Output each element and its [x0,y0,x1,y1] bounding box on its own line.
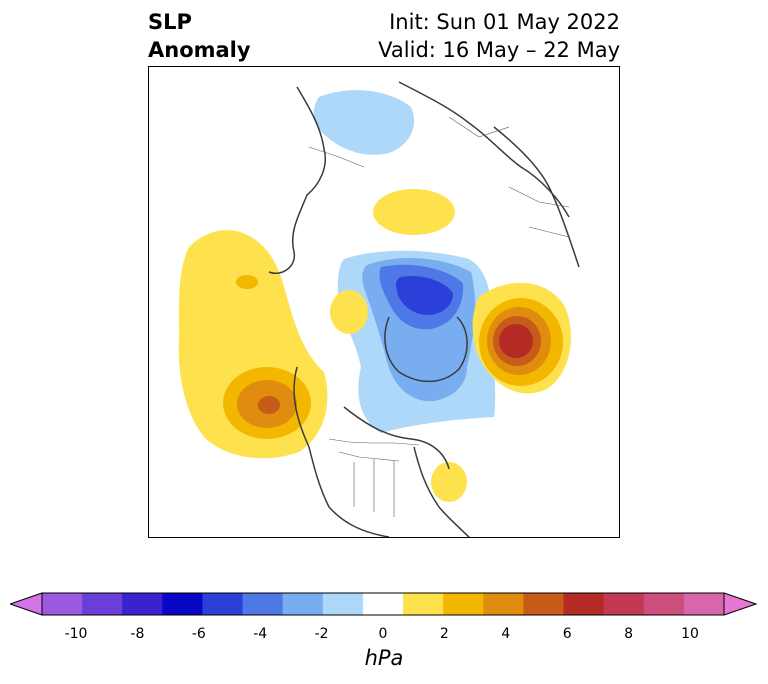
valid-range: Valid: 16 May – 22 May [378,38,620,62]
colorbar-extend-high [723,592,758,616]
colorbar-tick-label: -8 [130,626,145,642]
map-title: SLP Anomaly [148,8,251,64]
colorbar-tick-label: 8 [624,626,634,642]
colorbar-cell [403,593,444,615]
colorbar-cell [82,593,123,615]
colorbar-tick-label: 0 [378,626,388,642]
colorbar-tick-label: 4 [501,626,511,642]
map-canvas [178,81,580,537]
colorbar-cell [362,593,404,615]
colorbar-cell [202,593,244,615]
colorbar-border [41,592,725,616]
colorbar-tick-label: 6 [562,626,572,642]
colorbar-cell [563,593,605,615]
colorbar-tick-label: 10 [681,626,699,642]
colorbar-tick-label: 2 [439,626,449,642]
title-variable: SLP [148,10,192,34]
anomaly-pacific-small [236,275,258,289]
colorbar-cell [122,593,163,615]
anomaly-greenland-pos-5 [499,324,533,358]
coastlines [268,81,580,537]
anomaly-map [148,66,620,538]
colorbar-tick-label: -6 [191,626,206,642]
colorbar [10,592,758,616]
colorbar-tick-label: -4 [253,626,268,642]
colorbar-cell [162,593,203,615]
date-info: Init: Sun 01 May 2022 Valid: 16 May – 22… [378,8,620,64]
colorbar-cell [282,593,324,615]
colorbar-cell [523,593,565,615]
anomaly-arctic-neg-4 [396,275,453,315]
title-subtitle: Anomaly [148,38,251,62]
init-date: Init: Sun 01 May 2022 [389,10,620,34]
colorbar-cell [643,593,685,615]
country-borders [308,116,570,517]
colorbar-cell [603,593,645,615]
colorbar-tick-label: -10 [64,626,88,642]
anomaly-atlantic-pos [431,462,467,502]
colorbar-cell [322,593,364,615]
colorbar-cell [483,593,524,615]
colorbar-cell [683,593,725,615]
colorbar-cell [242,593,284,615]
anomaly-siberia-neg [313,90,415,155]
colorbar-extend-low [10,592,43,616]
colorbar-tick-label: -2 [314,626,329,642]
colorbar-units: hPa [364,646,404,670]
anomaly-small-pos [330,290,368,334]
colorbar-cells [42,593,725,615]
colorbar-cell [443,593,484,615]
colorbar-cell [42,593,83,615]
anomaly-pacific-pos-4 [258,396,280,414]
anomaly-north-pos [373,189,455,235]
